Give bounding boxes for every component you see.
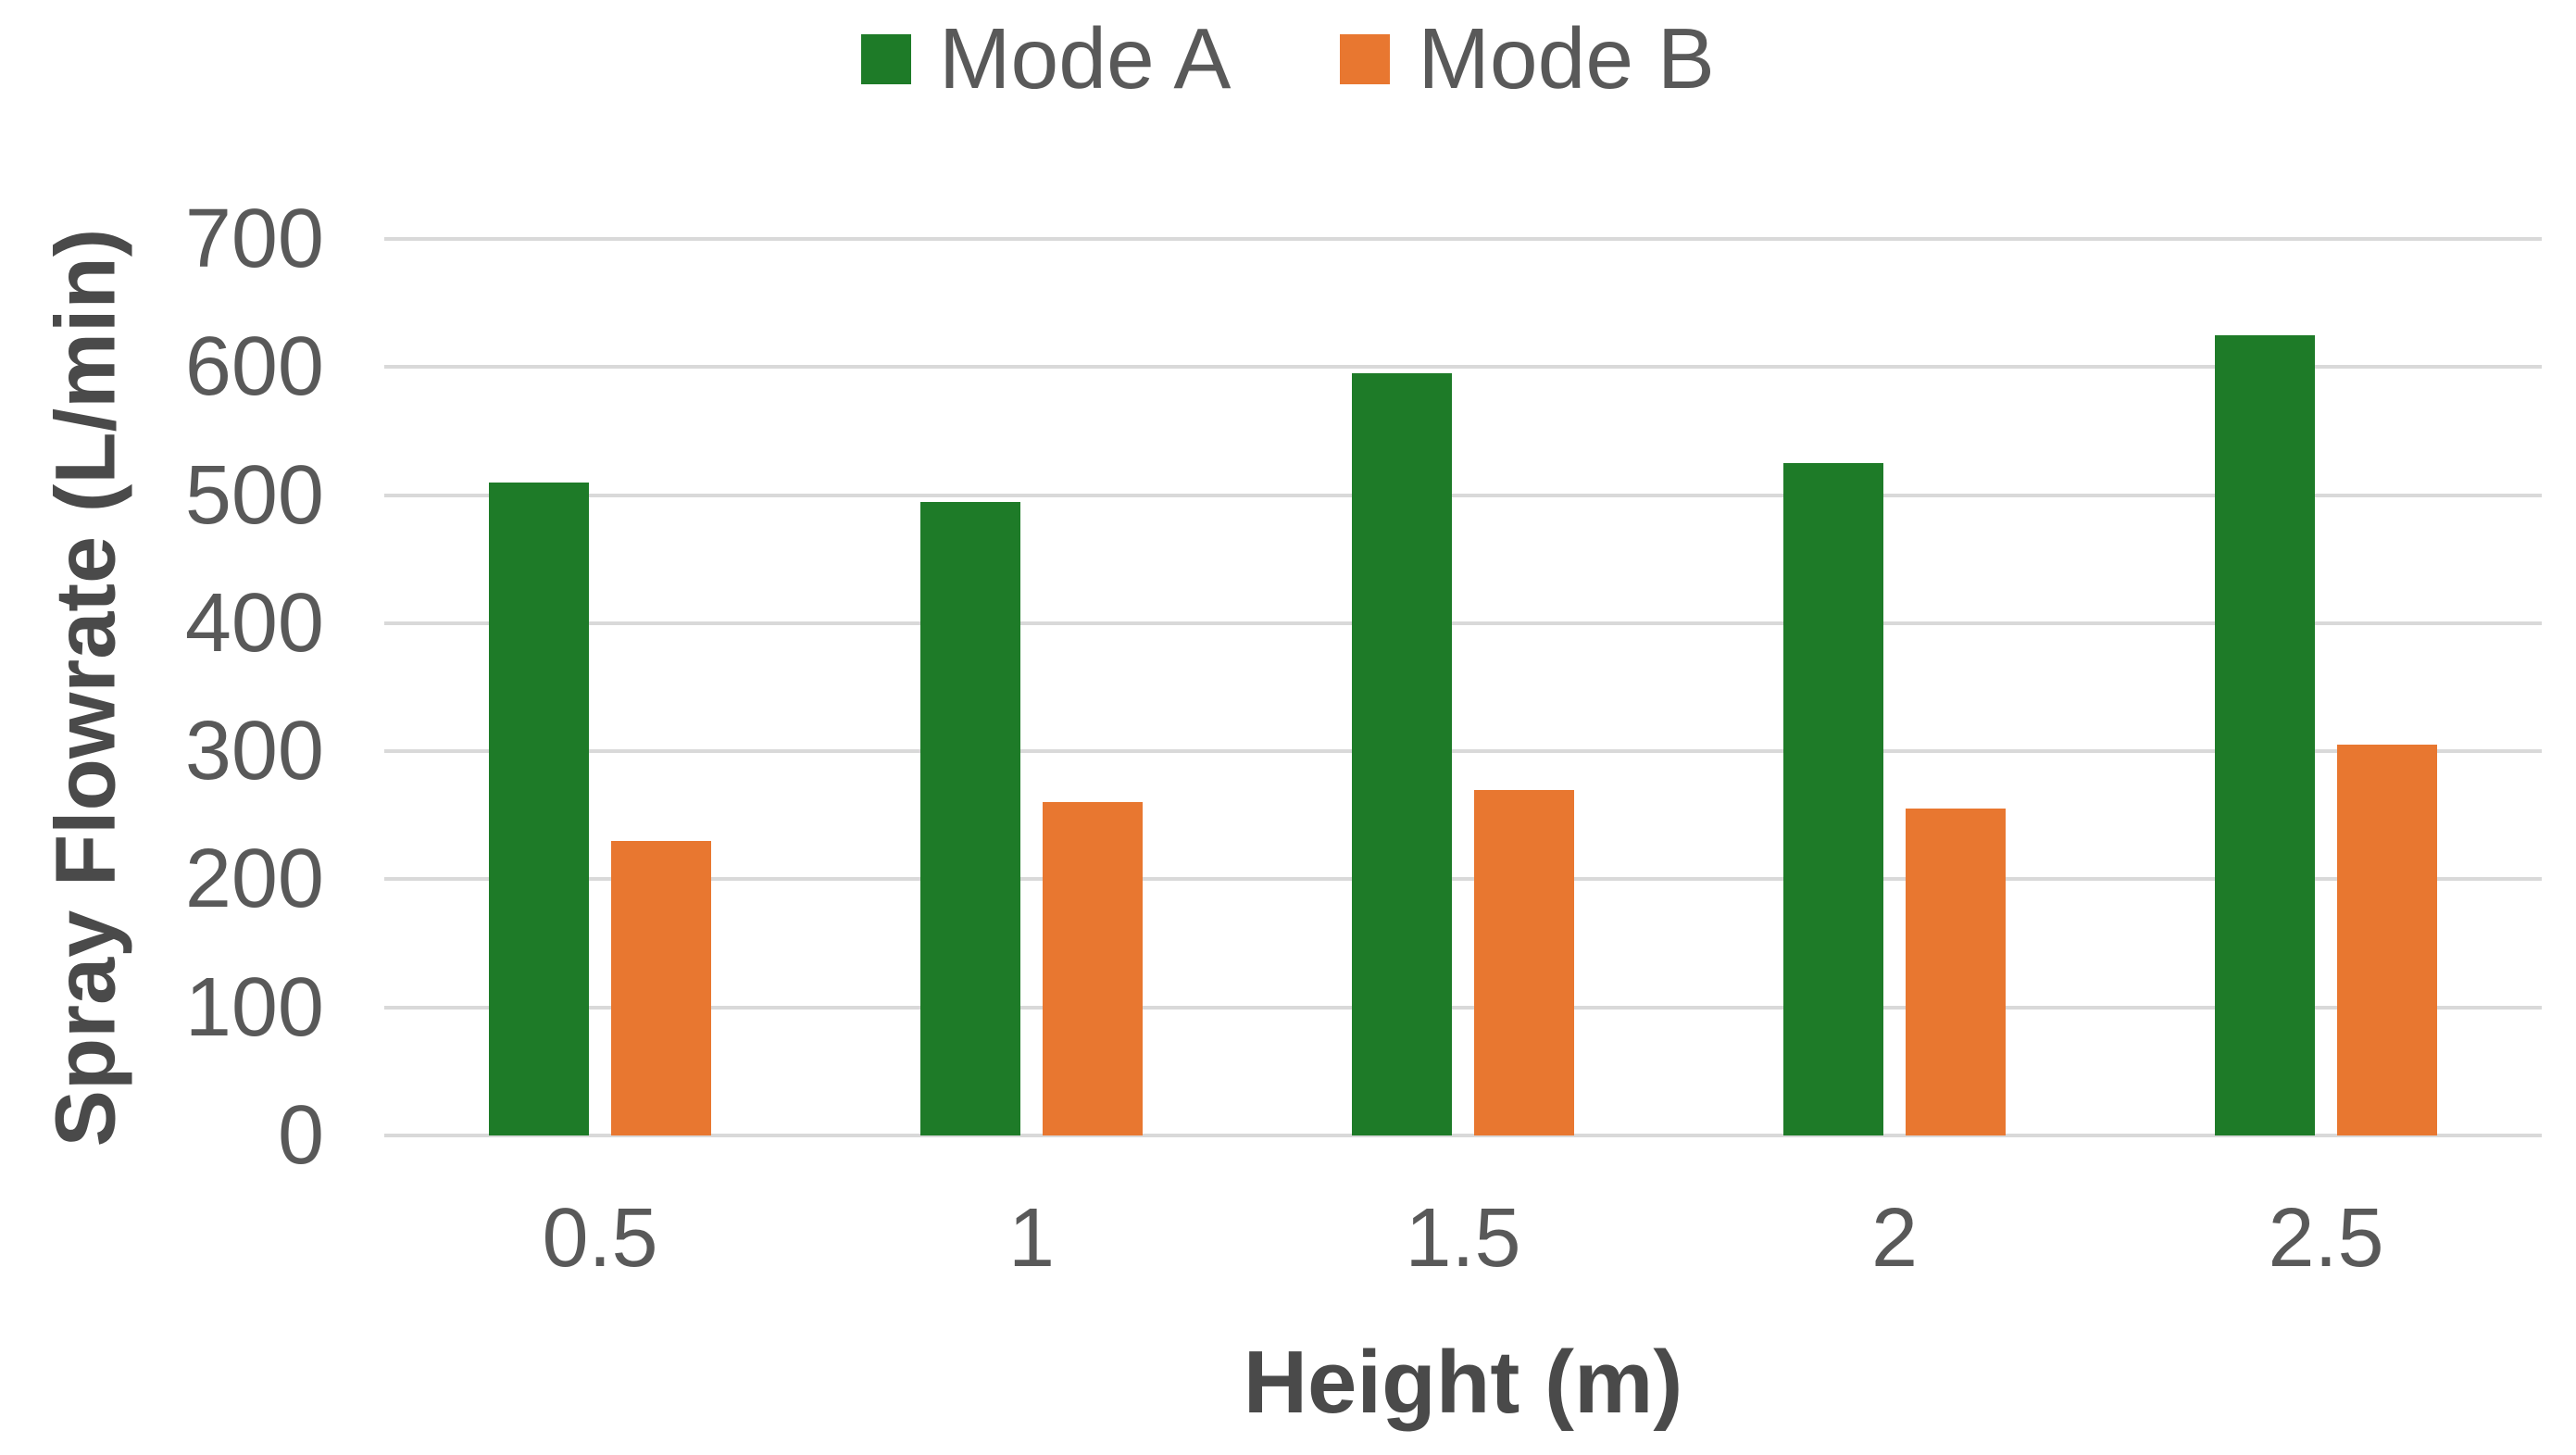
y-tick-label-0: 0 [277, 1089, 324, 1182]
gridline-200 [384, 877, 2542, 882]
x-tick-label-1: 1 [1007, 1192, 1056, 1285]
bar-mode-a-2[interactable] [1783, 463, 1883, 1135]
bar-mode-b-2[interactable] [1906, 809, 2006, 1135]
plot-area [384, 237, 2542, 1137]
legend-label-mode-a: Mode A [939, 10, 1232, 107]
y-tick-label-100: 100 [184, 960, 324, 1054]
x-tick-label-0.5: 0.5 [542, 1192, 658, 1285]
y-tick-label-500: 500 [184, 448, 324, 542]
gridline-0 [384, 1134, 2542, 1137]
bar-mode-b-0.5[interactable] [611, 840, 711, 1135]
gridline-500 [384, 493, 2542, 497]
x-axis-title: Height (m) [1243, 1333, 1683, 1432]
gridline-300 [384, 749, 2542, 754]
x-tick-label-2.5: 2.5 [2268, 1192, 2384, 1285]
gridline-700 [384, 237, 2542, 241]
gridline-600 [384, 365, 2542, 370]
bar-mode-a-2.5[interactable] [2215, 334, 2315, 1135]
y-tick-label-600: 600 [184, 320, 324, 414]
y-tick-label-700: 700 [184, 193, 324, 285]
legend-item-mode-b[interactable]: Mode B [1340, 14, 1715, 105]
y-tick-label-400: 400 [184, 576, 324, 670]
bar-mode-b-1[interactable] [1043, 802, 1143, 1135]
legend-swatch-mode-a-icon [861, 33, 912, 84]
x-tick-label-1.5: 1.5 [1405, 1192, 1521, 1285]
legend-item-mode-a[interactable]: Mode A [861, 14, 1231, 105]
gridline-100 [384, 1005, 2542, 1010]
gridline-400 [384, 621, 2542, 625]
legend-label-mode-b: Mode B [1418, 10, 1715, 107]
bar-mode-a-0.5[interactable] [489, 482, 589, 1135]
bar-mode-a-1.5[interactable] [1352, 373, 1452, 1135]
bar-mode-b-2.5[interactable] [2337, 745, 2437, 1135]
bar-mode-a-1[interactable] [920, 501, 1020, 1135]
y-tick-label-200: 200 [184, 833, 324, 926]
y-tick-label-300: 300 [184, 705, 324, 798]
legend-swatch-mode-b-icon [1340, 33, 1391, 84]
bar-mode-b-1.5[interactable] [1474, 789, 1574, 1135]
chart-legend: Mode A Mode B [0, 6, 2576, 113]
x-tick-label-2: 2 [1870, 1192, 1919, 1285]
